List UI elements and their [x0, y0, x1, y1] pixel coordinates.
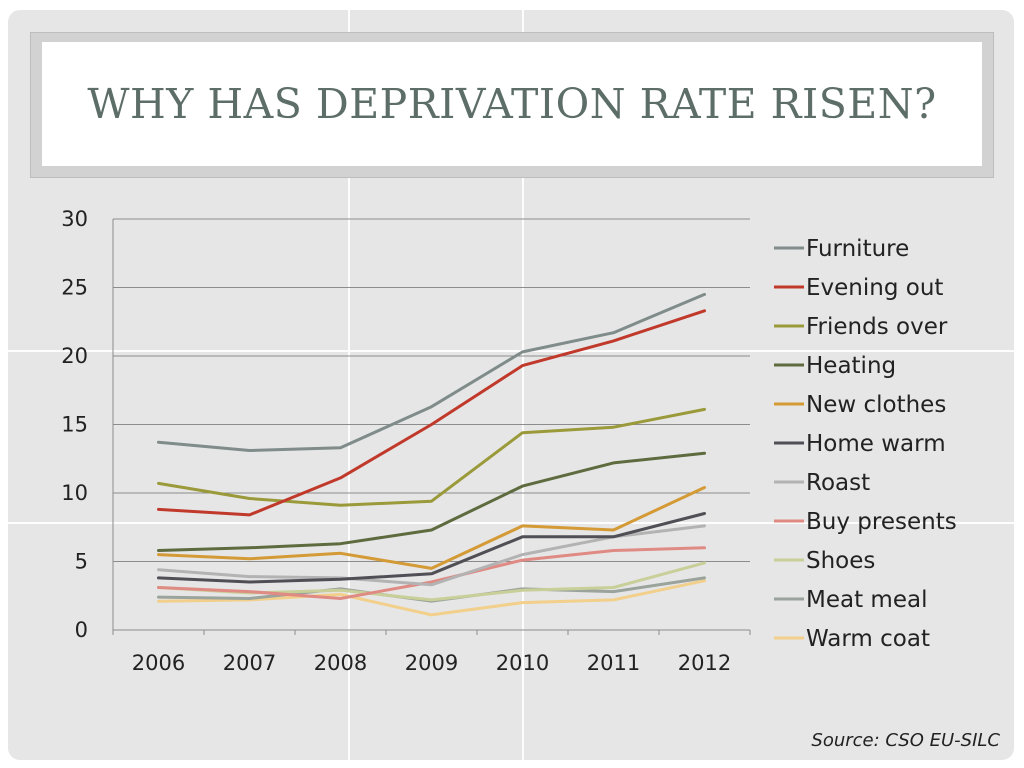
legend: Furniture Evening out Friends over Heating N…: [774, 236, 957, 652]
legend-label: Shoes: [806, 548, 875, 574]
legend-item: Home warm: [774, 431, 946, 457]
series-lines: [157, 292, 706, 617]
legend-label: Buy presents: [806, 509, 957, 535]
legend-label: Meat meal: [806, 587, 927, 613]
legend-item: New clothes: [774, 392, 946, 418]
y-tick-label: 5: [75, 550, 88, 574]
gridlines: [113, 218, 750, 562]
x-tick-label: 2009: [405, 651, 458, 675]
legend-label: Friends over: [806, 314, 948, 340]
legend-label: Heating: [806, 353, 896, 379]
background-grid-line: [522, 10, 524, 760]
series-line-new-clothes: [157, 486, 706, 570]
legend-label: Furniture: [806, 236, 909, 262]
x-tick-label: 2012: [678, 651, 731, 675]
background-grid-line: [8, 522, 1014, 524]
series-line-buy-presents: [157, 546, 706, 600]
x-tick-label: 2008: [314, 651, 367, 675]
x-tick-label: 2007: [223, 651, 276, 675]
background-grid-line: [8, 350, 1014, 352]
title-box: WHY HAS DEPRIVATION RATE RISEN?: [42, 42, 982, 166]
legend-label: Evening out: [806, 275, 943, 301]
legend-label: Home warm: [806, 431, 946, 457]
x-tick-label: 2006: [132, 651, 185, 675]
legend-item: Friends over: [774, 314, 948, 340]
series-line-home-warm: [157, 512, 706, 584]
series-line-evening-out: [157, 309, 706, 517]
series-line-friends-over: [157, 407, 706, 507]
series-line-furniture: [157, 292, 706, 452]
y-tick-label: 25: [61, 276, 88, 300]
source-note: Source: CSO EU-SILC: [811, 730, 1000, 751]
y-tick-label: 20: [61, 344, 88, 368]
legend-item: Buy presents: [774, 509, 957, 535]
legend-item: Warm coat: [774, 626, 930, 652]
y-tick-label: 0: [75, 618, 88, 642]
legend-item: Roast: [774, 470, 870, 496]
legend-label: Roast: [806, 470, 870, 496]
y-tick-label: 10: [61, 481, 88, 505]
y-tick-label: 15: [61, 413, 88, 437]
background-grid-line: [348, 10, 350, 760]
legend-item: Shoes: [774, 548, 875, 574]
x-tick-label: 2010: [496, 651, 549, 675]
legend-item: Furniture: [774, 236, 909, 262]
legend-label: New clothes: [806, 392, 946, 418]
y-tick-label: 30: [61, 207, 88, 231]
series-line-heating: [157, 451, 706, 552]
axes: 0 5 10 15 20 25 30 2006 2007 2008 2009 2010 2011 2012: [61, 207, 751, 675]
legend-item: Evening out: [774, 275, 943, 301]
x-tick-label: 2011: [587, 651, 640, 675]
legend-label: Warm coat: [806, 626, 930, 652]
legend-item: Heating: [774, 353, 896, 379]
legend-item: Meat meal: [774, 587, 927, 613]
slide-title: WHY HAS DEPRIVATION RATE RISEN?: [87, 80, 937, 128]
